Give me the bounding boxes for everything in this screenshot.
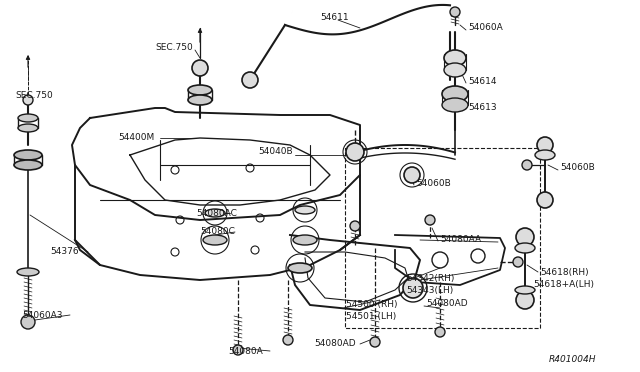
- Text: 54080A: 54080A: [228, 346, 263, 356]
- Text: 54618(RH): 54618(RH): [540, 267, 589, 276]
- Circle shape: [370, 337, 380, 347]
- Text: 54060B: 54060B: [416, 179, 451, 187]
- Ellipse shape: [442, 98, 468, 112]
- Circle shape: [242, 72, 258, 88]
- Circle shape: [283, 335, 293, 345]
- Text: 54376: 54376: [50, 247, 79, 257]
- Ellipse shape: [288, 263, 312, 273]
- Text: 54080AA: 54080AA: [440, 235, 481, 244]
- Circle shape: [346, 143, 364, 161]
- Text: 54060A3: 54060A3: [22, 311, 63, 320]
- Text: 54500 (RH): 54500 (RH): [346, 299, 397, 308]
- Text: R401004H: R401004H: [548, 356, 596, 365]
- Text: 54614: 54614: [468, 77, 497, 87]
- Ellipse shape: [14, 150, 42, 160]
- Text: SEC.750: SEC.750: [155, 44, 193, 52]
- Text: 54080AD: 54080AD: [314, 340, 356, 349]
- Circle shape: [192, 60, 208, 76]
- Circle shape: [435, 327, 445, 337]
- Circle shape: [425, 215, 435, 225]
- Text: 54342(RH): 54342(RH): [406, 273, 454, 282]
- Circle shape: [450, 7, 460, 17]
- Ellipse shape: [18, 124, 38, 132]
- Ellipse shape: [442, 86, 468, 102]
- Circle shape: [522, 160, 532, 170]
- Ellipse shape: [17, 268, 39, 276]
- Circle shape: [513, 257, 523, 267]
- Circle shape: [21, 315, 35, 329]
- Circle shape: [537, 137, 553, 153]
- Circle shape: [404, 167, 420, 183]
- Bar: [345, 148, 540, 328]
- Text: SEC.750: SEC.750: [15, 90, 52, 99]
- Text: 54080C: 54080C: [200, 228, 235, 237]
- Ellipse shape: [188, 85, 212, 95]
- Ellipse shape: [515, 286, 535, 294]
- Circle shape: [516, 228, 534, 246]
- Ellipse shape: [18, 114, 38, 122]
- Ellipse shape: [444, 50, 466, 66]
- Ellipse shape: [444, 63, 466, 77]
- Text: 54040B: 54040B: [258, 148, 292, 157]
- Ellipse shape: [188, 95, 212, 105]
- Text: 54613: 54613: [468, 103, 497, 112]
- Circle shape: [23, 95, 33, 105]
- Ellipse shape: [295, 206, 315, 214]
- Text: 54080AD: 54080AD: [426, 299, 468, 308]
- Text: 54060A: 54060A: [468, 23, 503, 32]
- Ellipse shape: [203, 235, 227, 245]
- Ellipse shape: [205, 209, 225, 217]
- Ellipse shape: [14, 160, 42, 170]
- Text: 54501 (LH): 54501 (LH): [346, 311, 396, 321]
- Ellipse shape: [293, 235, 317, 245]
- Circle shape: [516, 291, 534, 309]
- Text: 54400M: 54400M: [118, 134, 154, 142]
- Text: 54060B: 54060B: [560, 164, 595, 173]
- Text: 54080AC: 54080AC: [196, 208, 237, 218]
- Text: 54618+A(LH): 54618+A(LH): [533, 279, 594, 289]
- Circle shape: [350, 221, 360, 231]
- Text: 54611: 54611: [320, 13, 349, 22]
- Ellipse shape: [535, 150, 555, 160]
- Circle shape: [537, 192, 553, 208]
- Circle shape: [403, 278, 423, 298]
- Ellipse shape: [515, 243, 535, 253]
- Circle shape: [233, 345, 243, 355]
- Text: 54343(LH): 54343(LH): [406, 285, 453, 295]
